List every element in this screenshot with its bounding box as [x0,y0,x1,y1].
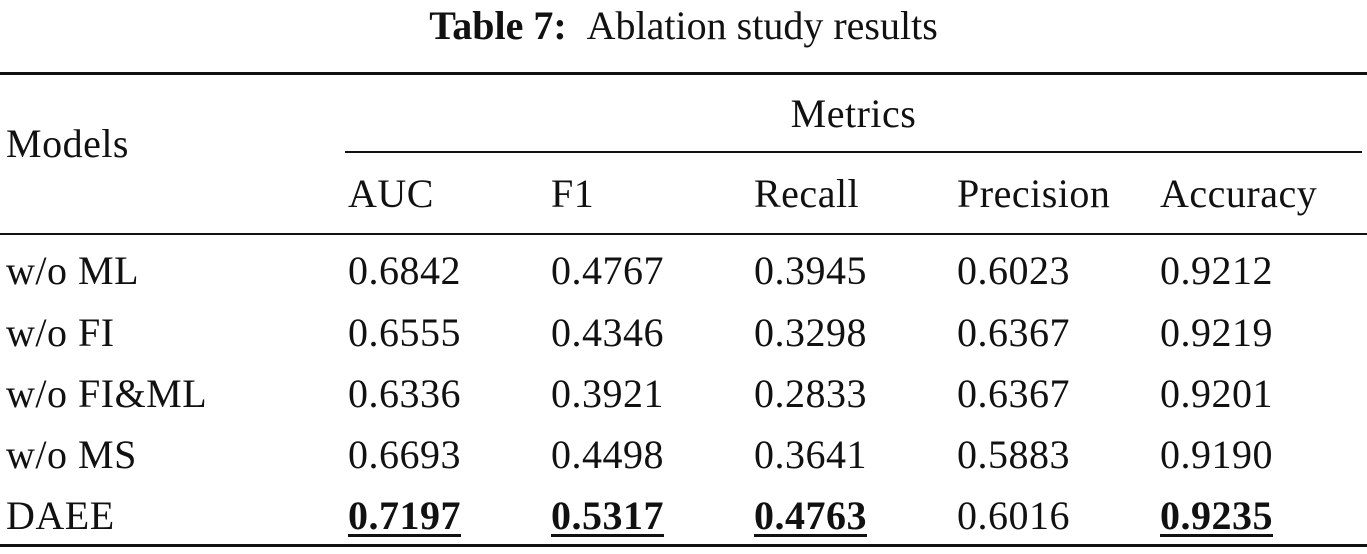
caption-label: Table 7: [429,3,567,48]
table-caption: Table 7: Ablation study results [0,2,1367,50]
table-cell: 0.9212 [1160,248,1273,293]
table-cell: 0.4767 [551,248,664,293]
table-cell: 0.5883 [957,432,1070,477]
table-cell: 0.9219 [1160,310,1273,355]
table-cell: 0.6336 [348,371,461,416]
table-cell: 0.7197 [348,493,461,538]
column-header-accuracy: Accuracy [1160,171,1318,216]
column-header-recall: Recall [754,171,860,216]
table-cell: 0.6023 [957,248,1070,293]
metrics-group-header: Metrics [790,91,917,136]
models-header: Models [6,121,129,166]
table-cell: 0.3945 [754,248,867,293]
column-header-f1: F1 [551,171,595,216]
column-header-auc: AUC [348,171,434,216]
column-header-precision: Precision [957,171,1111,216]
table-cell: 0.3641 [754,432,867,477]
table-cell: 0.6842 [348,248,461,293]
table-cell: 0.4498 [551,432,664,477]
table-cell: 0.6367 [957,310,1070,355]
table-cell: 0.6555 [348,310,461,355]
table-cell: 0.9235 [1160,493,1273,538]
metrics-rule [345,151,1362,153]
table-cell: 0.3298 [754,310,867,355]
table-cell: 0.9190 [1160,432,1273,477]
row-model-name: w/o FI&ML [6,371,208,416]
table-cell: 0.6693 [348,432,461,477]
row-model-name: w/o MS [6,432,137,477]
table-cell: 0.4346 [551,310,664,355]
bottom-rule [0,544,1367,547]
table-cell: 0.4763 [754,493,867,538]
table-cell: 0.2833 [754,371,867,416]
row-model-name: DAEE [6,493,115,538]
top-rule [0,72,1367,75]
table-cell: 0.3921 [551,371,664,416]
table-cell: 0.6367 [957,371,1070,416]
table-cell: 0.5317 [551,493,664,538]
table-cell: 0.9201 [1160,371,1273,416]
row-model-name: w/o ML [6,248,139,293]
caption-text: Ablation study results [586,3,938,48]
table-cell: 0.6016 [957,493,1070,538]
row-model-name: w/o FI [6,310,115,355]
header-rule [0,233,1367,235]
